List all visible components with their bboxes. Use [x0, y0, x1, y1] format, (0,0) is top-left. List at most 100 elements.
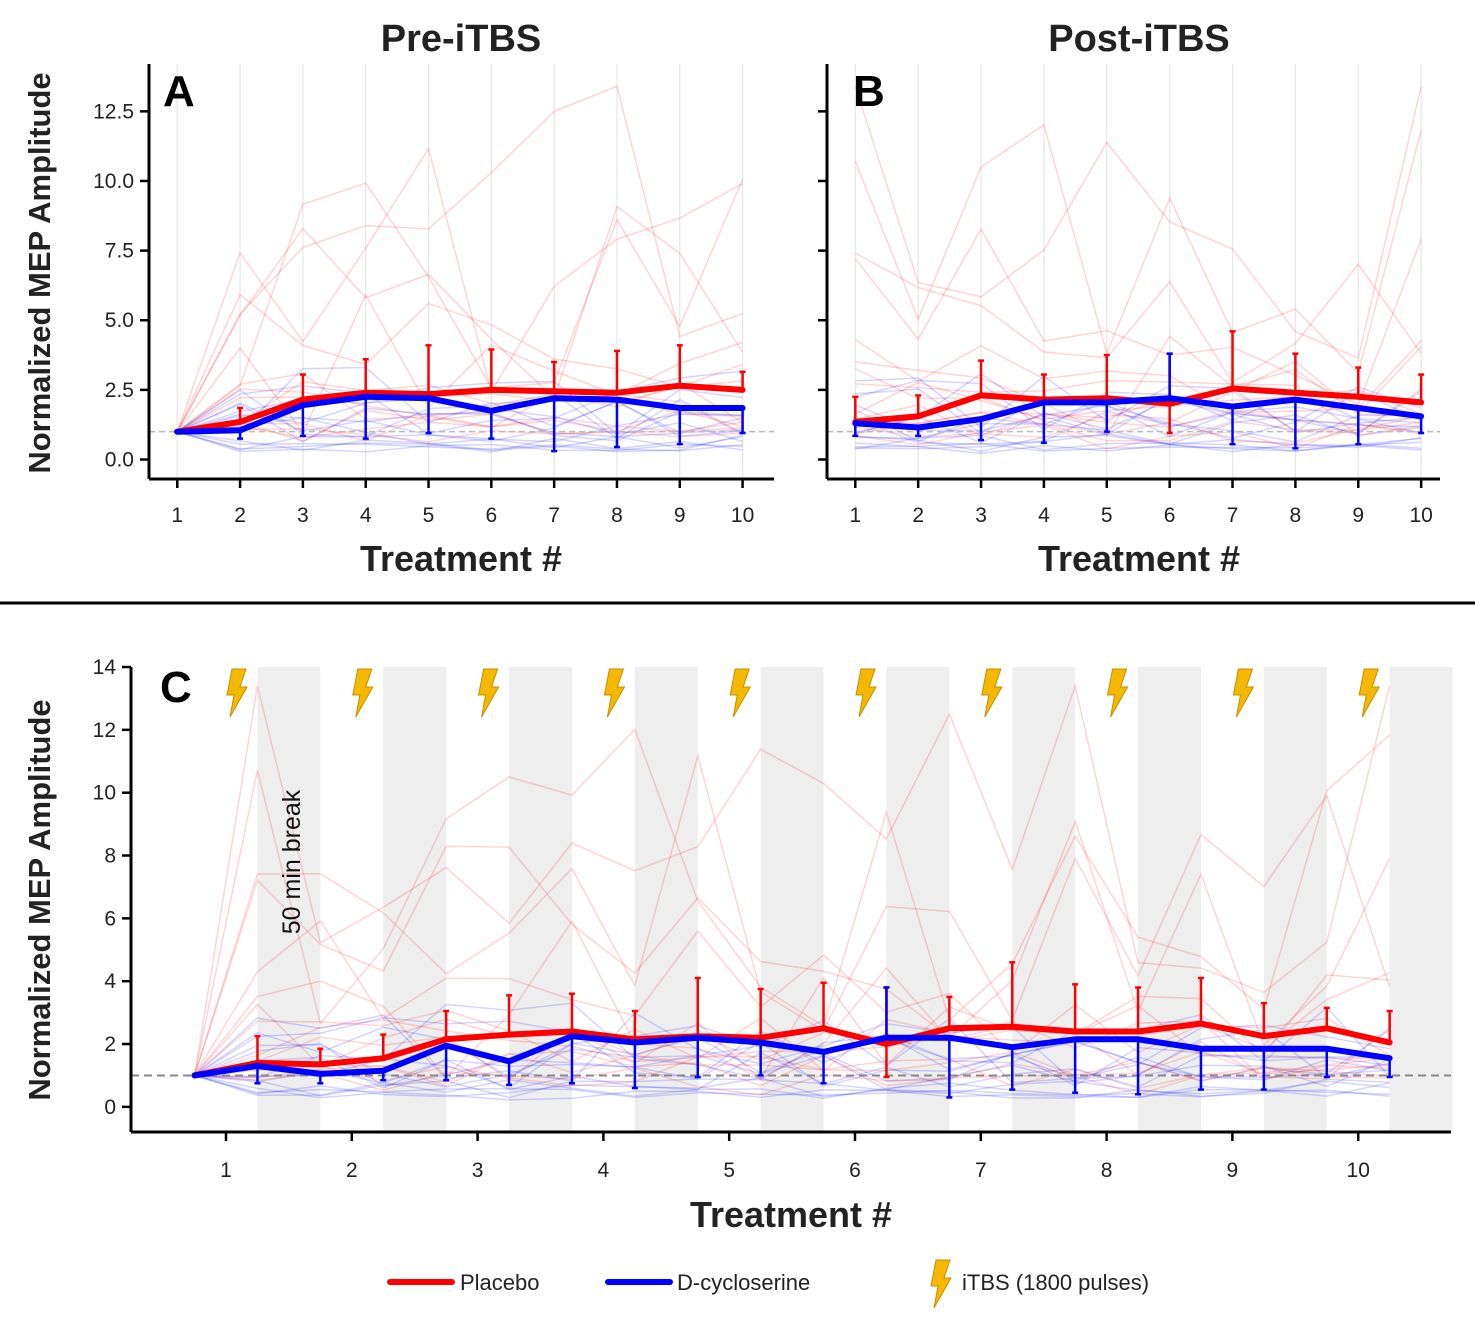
individual-trace: [854, 252, 1422, 384]
individual-trace: [193, 728, 1391, 1076]
panel-c-y-axis-title: Normalized MEP Amplitude: [22, 699, 57, 1100]
x-tick-label: 10: [731, 504, 754, 527]
y-tick-label: 10: [93, 782, 116, 805]
panel-b-letter: B: [853, 67, 885, 116]
individual-trace: [176, 293, 743, 433]
panel-a-y-axis-title: Normalized MEP Amplitude: [22, 72, 57, 473]
individual-trace: [855, 423, 1422, 450]
break-annotation: 50 min break: [278, 789, 306, 934]
y-tick-label: 2.5: [105, 379, 134, 402]
individual-trace: [176, 205, 744, 433]
panel-c-itbs-markers: [226, 668, 1381, 718]
mean-line-placebo: [174, 382, 746, 435]
individual-trace: [176, 370, 743, 435]
x-tick-label: 9: [1227, 1159, 1239, 1182]
lightning-bolt-shape: [930, 1259, 952, 1309]
break-band: [634, 667, 698, 1132]
lightning-bolt-icon: [603, 668, 626, 718]
individual-trace: [177, 403, 743, 443]
x-tick-label: 2: [234, 504, 246, 527]
legend-item-placebo: Placebo: [387, 1270, 540, 1295]
x-tick-label: 6: [1164, 504, 1176, 527]
individual-trace: [855, 411, 1422, 442]
x-tick-label: 8: [611, 504, 623, 527]
individual-trace: [854, 339, 1422, 414]
individual-trace: [194, 1036, 1390, 1089]
individual-trace: [855, 414, 1422, 444]
legend-item-itbs: iTBS (1800 pulses): [930, 1259, 1149, 1309]
individual-trace: [854, 400, 1422, 442]
individual-trace: [176, 372, 744, 433]
break-band: [257, 667, 321, 1132]
individual-trace: [855, 433, 1422, 453]
legend-label-placebo: Placebo: [460, 1270, 540, 1295]
individual-trace: [194, 919, 1390, 1080]
individual-trace: [193, 919, 1390, 1076]
x-tick-label: 5: [723, 1159, 735, 1182]
panel-a-x-axis-title: Treatment #: [360, 538, 562, 579]
individual-trace: [193, 819, 1391, 1076]
legend: Placebo D-cycloserine iTBS (1800 pulses): [387, 1259, 1149, 1309]
break-band: [1138, 667, 1201, 1132]
panel-a-letter: A: [163, 67, 195, 116]
individual-trace: [855, 372, 1422, 436]
individual-trace: [194, 1055, 1390, 1090]
x-tick-label: 8: [1290, 504, 1302, 527]
panel-a-title: Pre-iTBS: [381, 18, 541, 60]
individual-trace: [177, 430, 743, 451]
lightning-bolt-icon: [1358, 668, 1381, 718]
x-tick-label: 3: [975, 504, 987, 527]
break-band: [760, 667, 824, 1132]
x-tick-label: 6: [849, 1159, 861, 1182]
mean-line-dcs: [174, 393, 746, 435]
x-tick-label: 10: [1409, 504, 1432, 527]
individual-trace: [176, 178, 744, 433]
y-tick-label: 12.5: [93, 100, 134, 123]
x-tick-label: 7: [975, 1159, 987, 1182]
lightning-bolt-icon: [930, 1259, 952, 1309]
break-band: [1012, 667, 1076, 1132]
x-tick-label: 2: [346, 1159, 358, 1182]
individual-trace: [194, 1074, 1390, 1101]
individual-trace: [176, 146, 743, 432]
individual-trace: [194, 1074, 1390, 1099]
individual-trace: [855, 434, 1422, 452]
individual-trace: [193, 683, 1391, 1076]
lightning-bolt-icon: [729, 668, 752, 718]
x-tick-label: 4: [598, 1159, 610, 1182]
x-tick-label: 9: [674, 504, 686, 527]
panel-b-axes: 1 2 3 4 5 6 7 8 9 10: [818, 64, 1440, 527]
individual-trace: [855, 346, 1422, 435]
break-band: [1389, 667, 1453, 1132]
x-tick-label: 2: [912, 504, 924, 527]
y-tick-label: 14: [93, 656, 117, 679]
y-tick-label: 6: [104, 907, 116, 930]
mean-line-dcs: [191, 1033, 1393, 1079]
legend-label-itbs: iTBS (1800 pulses): [962, 1270, 1149, 1295]
break-band: [886, 667, 950, 1132]
x-tick-label: 4: [360, 504, 372, 527]
y-tick-label: 10.0: [93, 170, 134, 193]
x-tick-label: 4: [1038, 504, 1050, 527]
individual-trace: [855, 380, 1422, 437]
panel-a-individual-traces: [176, 85, 744, 453]
x-tick-label: 9: [1352, 504, 1364, 527]
x-tick-label: 10: [1347, 1159, 1370, 1182]
individual-trace: [177, 427, 743, 443]
x-tick-label: 1: [171, 504, 183, 527]
individual-trace: [177, 380, 743, 436]
lightning-bolt-icon: [981, 668, 1003, 718]
panel-b-error-bars: [852, 330, 1425, 450]
x-tick-label: 7: [548, 504, 560, 527]
y-tick-label: 7.5: [105, 240, 134, 263]
individual-trace: [855, 434, 1422, 453]
individual-trace: [855, 442, 1422, 455]
panel-c-error-bars: [191, 961, 1393, 1099]
individual-trace: [855, 398, 1422, 444]
y-tick-label: 5.0: [105, 309, 134, 332]
individual-trace: [194, 1074, 1390, 1099]
individual-trace: [176, 85, 743, 433]
